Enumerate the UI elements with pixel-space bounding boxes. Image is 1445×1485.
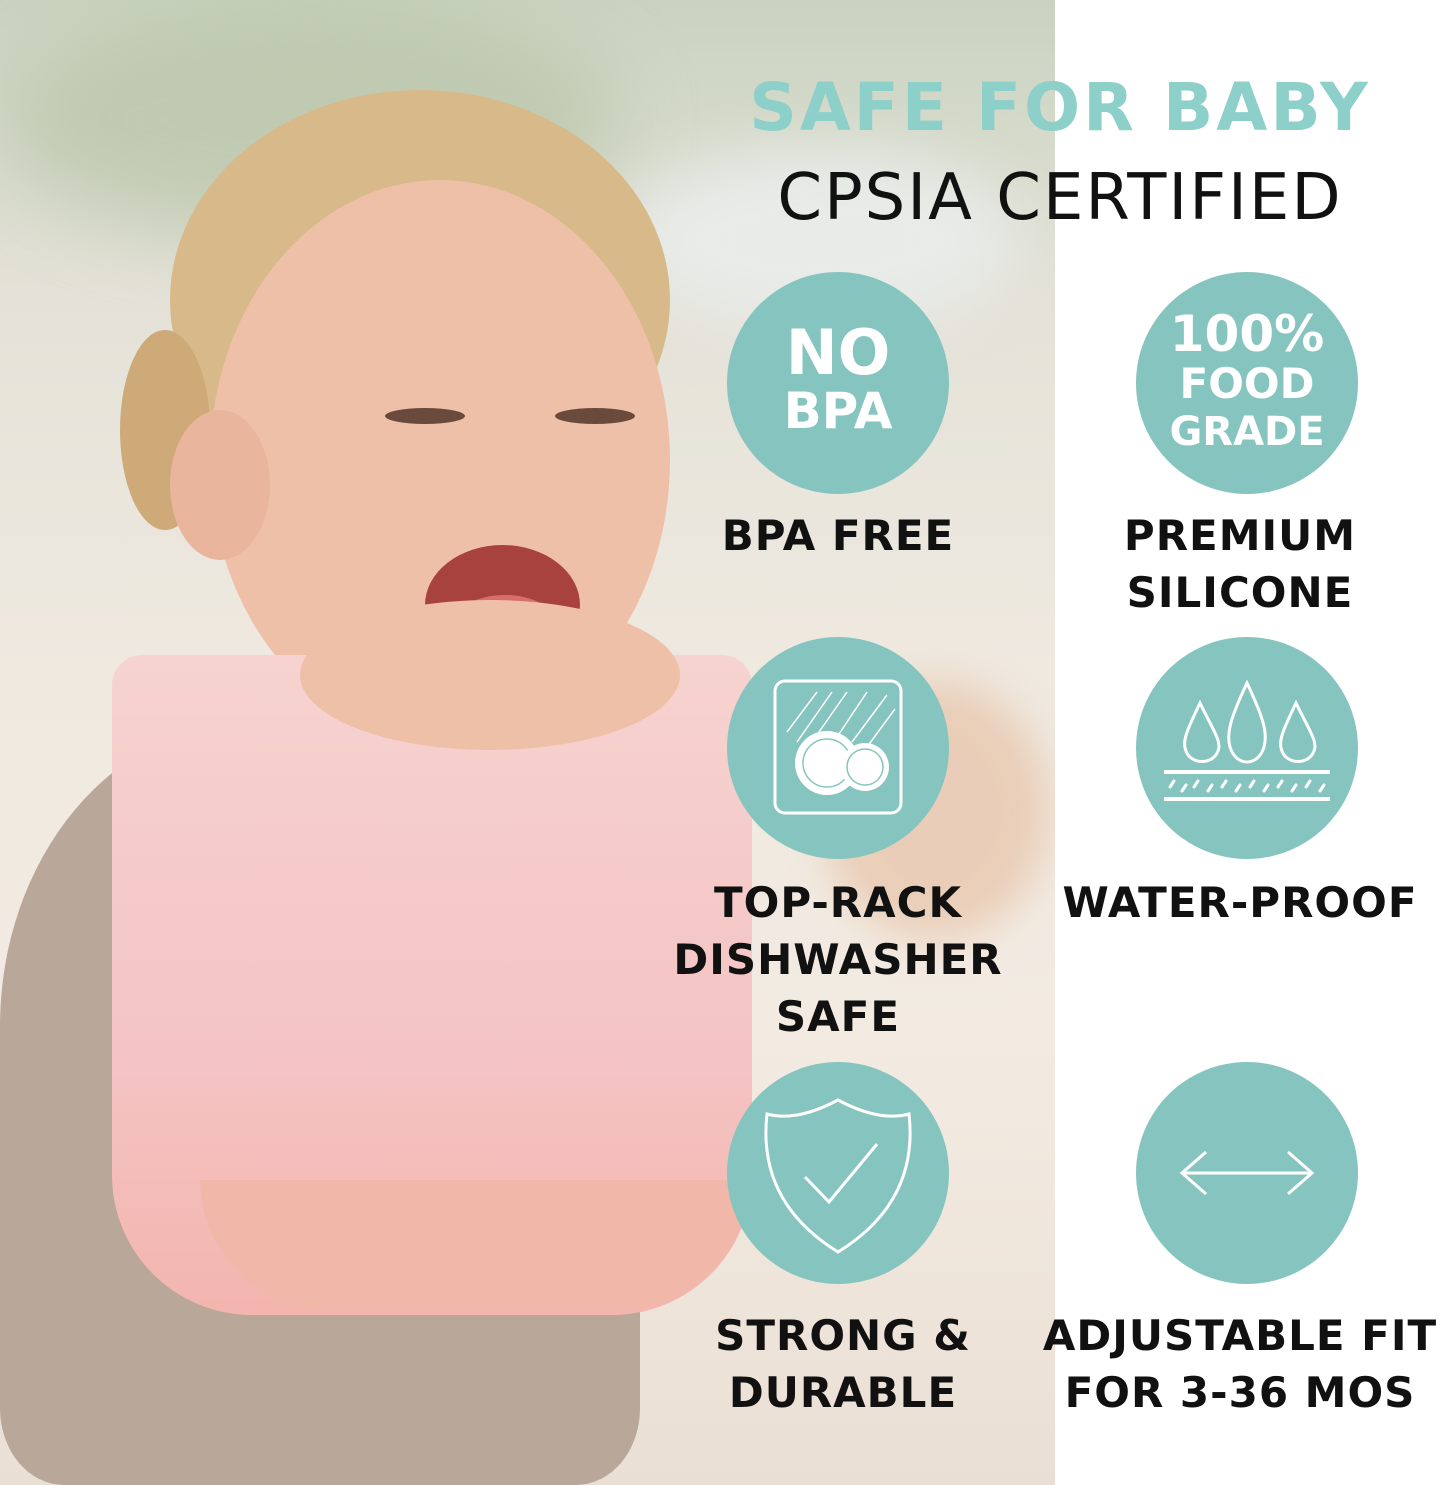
heading-cpsia-certified: CPSIA CERTIFIED [777,161,1343,235]
food-grade-icon: 100% FOOD GRADE [1136,272,1358,494]
water-drops-icon [1136,637,1358,859]
heading-safe-for-baby: SAFE FOR BABY [749,69,1371,146]
dishwasher-icon [727,637,949,859]
label-line: SILICONE [1126,568,1354,617]
label-line: SAFE [775,992,901,1041]
label-line: TOP-RACK [713,878,963,927]
baby-photo [0,0,1055,1485]
label-adjustable-fit: ADJUSTABLE FIT FOR 3-36 MOS [1040,1307,1440,1421]
label-line: STRONG & [715,1311,971,1360]
label-bpa-free: BPA FREE [638,507,1038,564]
icon-text: GRADE [1169,409,1325,455]
no-bpa-icon: NO BPA [727,272,949,494]
label-line: PREMIUM [1123,511,1357,560]
label-line: FOR 3-36 MOS [1064,1368,1416,1417]
label-premium-silicone: PREMIUM SILICONE [1040,507,1440,621]
icon-text: BPA [783,382,893,440]
double-arrow-icon [1136,1062,1358,1284]
label-line: DURABLE [728,1368,958,1417]
label-line: ADJUSTABLE FIT [1042,1311,1438,1360]
icon-text: NO [785,316,891,389]
label-water-proof: WATER-PROOF [1040,874,1440,931]
shield-check-icon [727,1062,949,1284]
label-dishwasher-safe: TOP-RACK DISHWASHER SAFE [638,874,1038,1045]
label-line: WATER-PROOF [1062,878,1418,927]
label-line: BPA FREE [721,511,955,560]
label-line: DISHWASHER [673,935,1003,984]
icon-text: 100% [1169,305,1325,363]
label-strong-durable: STRONG & DURABLE [643,1307,1043,1421]
icon-text: FOOD [1179,359,1315,408]
